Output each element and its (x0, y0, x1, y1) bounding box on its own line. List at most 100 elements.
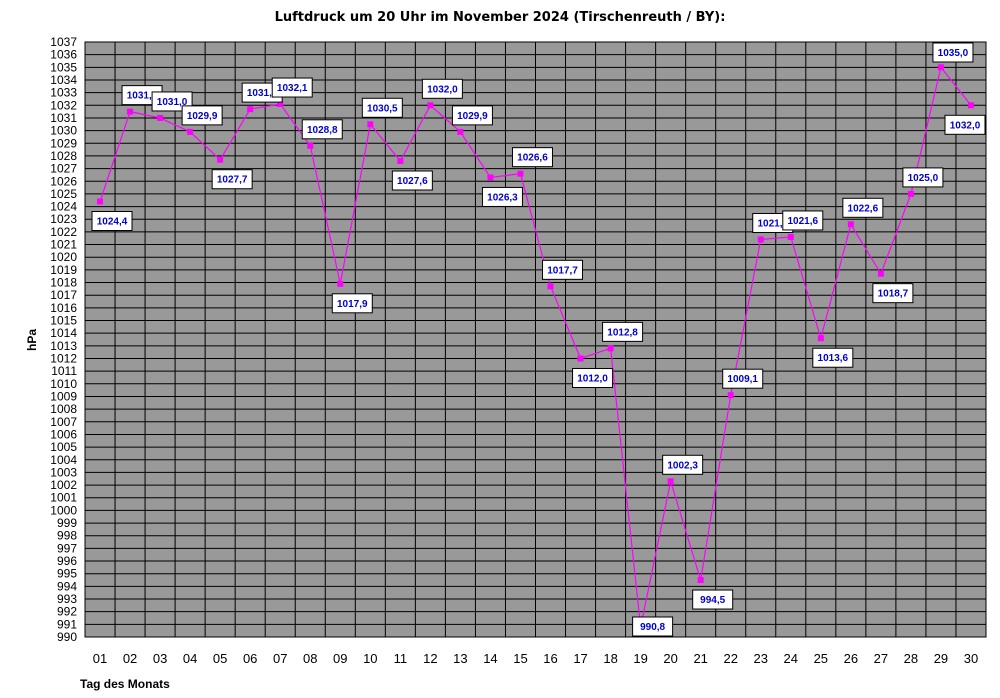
data-point (277, 101, 284, 108)
data-point (457, 128, 464, 135)
data-label: 1027,6 (397, 176, 428, 187)
x-tick-label: 26 (844, 651, 858, 666)
x-tick-label: 23 (754, 651, 768, 666)
data-label-box (542, 259, 584, 280)
y-tick-label: 1006 (50, 427, 77, 441)
grid-lines (84, 41, 987, 638)
x-tick-label: 27 (874, 651, 888, 666)
data-point (787, 233, 794, 240)
x-tick-label: 17 (573, 651, 587, 666)
plot-border (84, 41, 987, 638)
y-tick-label: 1012 (50, 351, 77, 365)
data-point (757, 236, 764, 243)
series-polyline (99, 65, 972, 627)
data-label: 1032,0 (950, 120, 981, 131)
data-label-box (331, 293, 373, 314)
x-tick-label: 24 (784, 651, 798, 666)
data-point (607, 345, 614, 352)
y-tick-label: 995 (57, 567, 77, 581)
data-label: 1031,7 (247, 88, 278, 99)
data-label-box (301, 119, 343, 140)
data-label: 1035,0 (938, 48, 969, 59)
y-tick-label: 1032 (50, 98, 77, 112)
data-label-box (572, 367, 614, 388)
y-tick-label: 1019 (50, 263, 77, 277)
x-tick-label: 30 (964, 651, 978, 666)
data-label: 1022,6 (848, 203, 879, 214)
data-label-box (91, 211, 133, 232)
y-tick-label: 1024 (50, 200, 77, 214)
y-tick-label: 990 (57, 630, 77, 644)
x-tick-label: 09 (333, 651, 347, 666)
data-label: 1021,4 (757, 218, 788, 229)
data-point (187, 128, 194, 135)
x-tick-label: 01 (93, 651, 107, 666)
data-label: 1012,0 (577, 373, 608, 384)
y-tick-label: 1011 (51, 364, 77, 378)
data-point (967, 102, 974, 109)
x-tick-label: 03 (153, 651, 167, 666)
y-tick-label: 999 (57, 516, 77, 530)
y-tick-label: 1003 (50, 465, 77, 479)
y-tick-label: 1014 (50, 326, 77, 340)
data-label-box (944, 114, 986, 135)
y-axis-label: hPa (25, 329, 39, 351)
x-tick-label: 18 (603, 651, 617, 666)
y-tick-label: 1025 (50, 187, 77, 201)
y-tick-label: 1035 (50, 60, 77, 74)
y-tick-label: 1001 (50, 491, 77, 505)
data-label: 1027,7 (217, 175, 248, 186)
y-axis-ticks: 9909919929939949959969979989991000100110… (50, 35, 77, 644)
data-point (817, 335, 824, 342)
data-point (667, 478, 674, 485)
data-label: 1021,6 (787, 216, 818, 227)
data-label: 1029,9 (457, 111, 488, 122)
data-point (337, 280, 344, 287)
data-label-box (872, 283, 914, 304)
data-label: 1028,8 (307, 125, 338, 136)
y-tick-label: 1008 (50, 402, 77, 416)
x-tick-label: 14 (483, 651, 497, 666)
y-tick-label: 1034 (50, 73, 77, 87)
y-tick-label: 1026 (50, 174, 77, 188)
x-tick-label: 05 (213, 651, 227, 666)
y-tick-label: 1018 (50, 276, 77, 290)
data-label-box (451, 105, 493, 126)
x-tick-label: 13 (453, 651, 467, 666)
data-label-box (421, 78, 463, 99)
y-tick-label: 1037 (50, 35, 77, 49)
x-tick-label: 19 (633, 651, 647, 666)
data-label: 1009,1 (727, 374, 758, 385)
x-tick-label: 10 (363, 651, 377, 666)
x-tick-label: 12 (423, 651, 437, 666)
data-label: 1026,3 (487, 192, 518, 203)
data-label: 1013,6 (818, 353, 849, 364)
data-label: 1024,4 (97, 217, 128, 228)
x-axis-label: Tag des Monats (80, 677, 170, 691)
data-label-box (662, 454, 704, 475)
data-label-box (782, 210, 824, 231)
data-label: 1017,7 (547, 265, 578, 276)
y-tick-label: 1010 (50, 377, 77, 391)
data-point (427, 102, 434, 109)
y-tick-label: 1028 (50, 149, 77, 163)
data-label: 1029,9 (187, 111, 218, 122)
data-label: 1018,7 (878, 289, 909, 300)
y-tick-label: 1013 (50, 339, 77, 353)
y-tick-label: 1007 (50, 415, 77, 429)
y-tick-label: 1002 (50, 478, 77, 492)
y-tick-label: 992 (57, 605, 77, 619)
x-tick-label: 29 (934, 651, 948, 666)
y-tick-label: 1016 (50, 301, 77, 315)
y-tick-label: 1022 (50, 225, 77, 239)
data-label: 1002,3 (667, 460, 698, 471)
x-tick-label: 15 (513, 651, 527, 666)
data-label-box (692, 589, 734, 610)
data-point (307, 142, 314, 149)
data-point (847, 221, 854, 228)
x-tick-label: 22 (723, 651, 737, 666)
data-point (487, 174, 494, 181)
data-point (877, 270, 884, 277)
x-tick-label: 21 (693, 651, 707, 666)
data-point (397, 158, 404, 164)
